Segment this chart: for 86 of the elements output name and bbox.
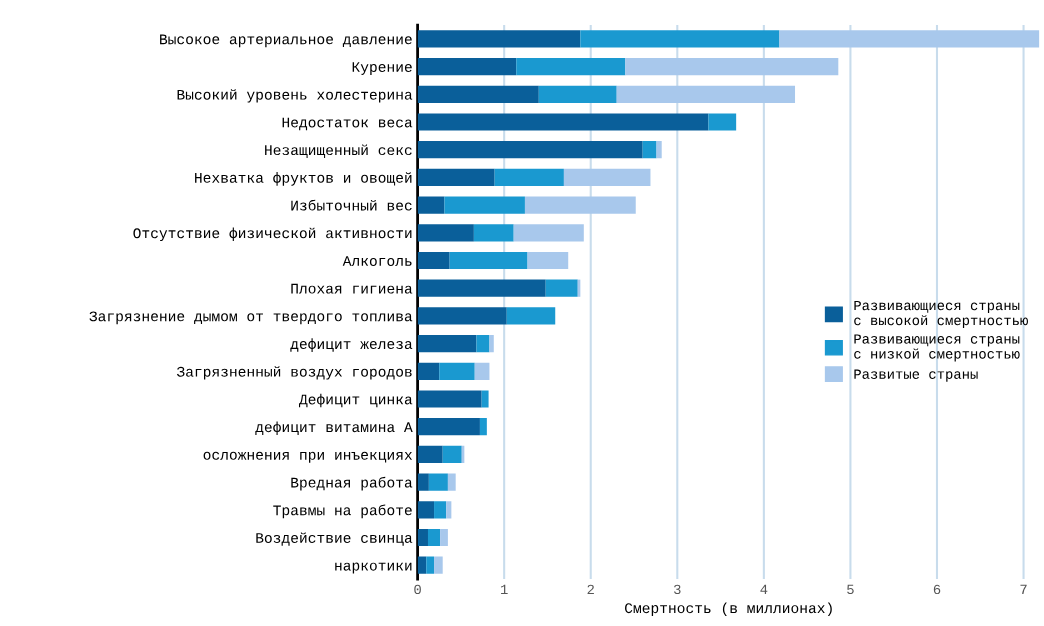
bar (479, 418, 487, 436)
bar (494, 168, 564, 186)
bar (516, 58, 626, 76)
y-tick-label: Отсутствие физической активности (133, 227, 412, 242)
bar (417, 307, 507, 325)
y-tick-label: Загрязнение дымом от твердого топлива (89, 311, 413, 325)
y-tick-label: дефицит железа (290, 338, 413, 352)
y-tick-label: Высокое артериальное давление (160, 34, 412, 48)
bar (447, 473, 456, 491)
y-tick-label: Недостаток веса (282, 117, 413, 131)
bar (656, 141, 662, 159)
bar (444, 196, 525, 214)
bar (434, 556, 443, 574)
y-tick-label: Вредная работа (291, 476, 413, 491)
y-tick-label: Нехватка фруктов и овощей (195, 172, 412, 186)
bar (417, 58, 517, 76)
bar (527, 251, 569, 270)
bar (417, 224, 474, 242)
bar (563, 168, 651, 186)
x-tick-label: 3 (674, 584, 681, 595)
bar (417, 390, 482, 408)
bar (474, 362, 490, 380)
bar (417, 556, 427, 574)
x-tick-label: 4 (760, 584, 768, 594)
legend-label: Развивающиеся страны с низкой смертностью (854, 334, 1020, 362)
bar (524, 196, 636, 214)
y-tick-label: осложнения при инъекциях (203, 451, 413, 463)
bar (506, 307, 556, 325)
bar (417, 445, 443, 463)
y-tick-label: Плохая гигиена (291, 283, 413, 294)
y-tick-label: наркотики (335, 562, 412, 574)
bar (625, 58, 839, 76)
bar (426, 556, 435, 574)
bar (417, 279, 546, 297)
bar (417, 335, 477, 353)
bar (442, 445, 462, 463)
legend-label: Развитые страны (854, 369, 978, 382)
y-tick-label: Загрязненный воздух городов (176, 366, 412, 380)
y-tick-label: Незащищенный секс (265, 144, 412, 158)
bar (449, 251, 528, 270)
bar (417, 168, 495, 186)
bar (476, 335, 490, 353)
bar (489, 335, 494, 353)
bar (513, 224, 584, 242)
y-tick-label: Воздействие свинца (256, 532, 413, 546)
x-tick-label: 5 (847, 584, 854, 595)
y-tick-label: Высокий уровень холестерина (177, 89, 413, 103)
bar (538, 85, 617, 103)
bar (439, 362, 475, 380)
bar (708, 113, 737, 131)
bar (545, 279, 578, 297)
y-tick-label: Курение (352, 62, 412, 75)
bar (642, 141, 657, 159)
bar (417, 196, 445, 214)
x-tick-label: 2 (587, 584, 594, 594)
y-tick-label: Алкоголь (342, 256, 412, 266)
x-tick-label: 6 (933, 584, 941, 595)
bar (417, 30, 581, 48)
bar (417, 501, 435, 519)
bar (428, 473, 448, 491)
bar (417, 528, 428, 547)
legend-label: Развивающиеся страны с высокой смертностью (854, 300, 1028, 328)
bar (417, 85, 539, 103)
bar (440, 528, 448, 547)
y-tick-label: Дефицит цинка (299, 393, 413, 408)
bar (417, 141, 643, 159)
x-tick-label: 7 (1020, 584, 1027, 594)
bar (417, 113, 709, 131)
bar (473, 224, 514, 242)
bar (779, 30, 1040, 48)
bar (417, 362, 440, 380)
bar (434, 501, 447, 519)
bar (580, 30, 780, 48)
bar (446, 501, 452, 519)
x-tick-label: 1 (501, 584, 508, 594)
bar (427, 528, 441, 547)
bar (616, 85, 796, 103)
x-axis-title: Смертность (в миллионах) (625, 602, 832, 617)
bar (417, 251, 450, 270)
x-tick-label: 0 (414, 584, 421, 595)
y-tick-label: Травмы на работе (273, 504, 412, 519)
bar (417, 418, 480, 436)
y-tick-label: дефицит витамина А (255, 421, 413, 436)
y-tick-label: Избыточный вес (291, 199, 412, 211)
bar (481, 390, 489, 408)
bar (417, 473, 429, 491)
